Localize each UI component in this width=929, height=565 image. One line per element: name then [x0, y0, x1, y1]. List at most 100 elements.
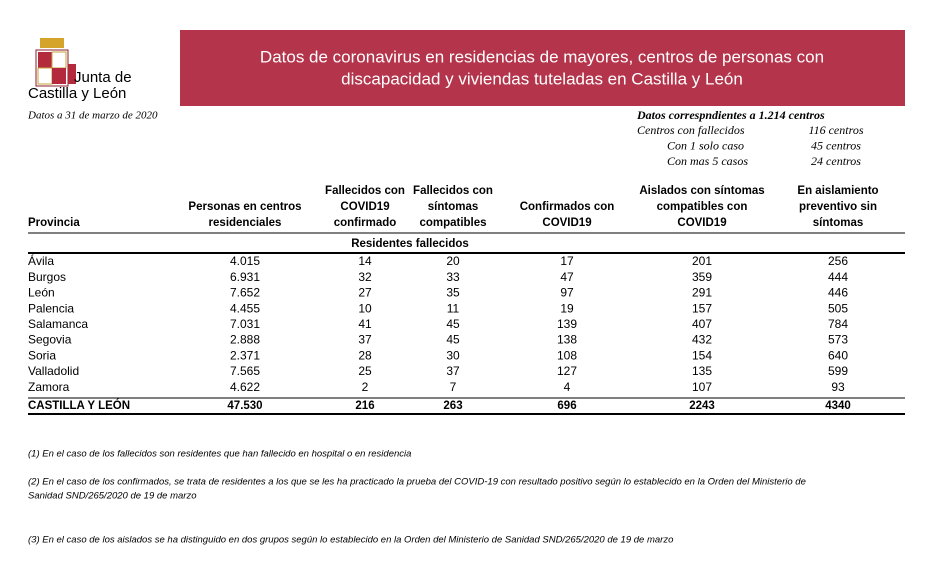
- cell: 93: [831, 380, 845, 394]
- cell: 10: [358, 301, 372, 315]
- cell: 97: [560, 286, 574, 300]
- cell: 7.565: [230, 364, 260, 378]
- column-header: En aislamiento: [797, 185, 878, 197]
- cell: 4.455: [230, 301, 260, 315]
- cell: 599: [828, 364, 848, 378]
- cell: 2.888: [230, 333, 260, 347]
- column-header: Provincia: [28, 217, 80, 229]
- column-header: Fallecidos con: [413, 185, 493, 197]
- total-cell: 2243: [689, 400, 715, 412]
- cell: 407: [692, 317, 712, 331]
- summary-label: Con 1 solo caso: [667, 138, 744, 152]
- cell: 359: [692, 270, 712, 284]
- cell: 108: [557, 348, 577, 362]
- cell: 14: [358, 254, 372, 268]
- summary-label: Centros con fallecidos: [637, 123, 745, 137]
- cell: 7.031: [230, 317, 260, 331]
- cell: 7.652: [230, 286, 260, 300]
- cell: 138: [557, 333, 577, 347]
- column-header: Confirmados con: [520, 201, 615, 213]
- cell: 154: [692, 348, 712, 362]
- cell: 157: [692, 301, 712, 315]
- cell: 28: [358, 348, 372, 362]
- cell: 505: [828, 301, 848, 315]
- cell: 135: [692, 364, 712, 378]
- cell: 4: [564, 380, 571, 394]
- cell: 4.015: [230, 254, 260, 268]
- total-cell: 263: [443, 400, 462, 412]
- column-header: síntomas: [813, 217, 864, 229]
- column-header: Personas en centros: [188, 201, 301, 213]
- total-cell: 216: [355, 400, 374, 412]
- summary-value: 24 centros: [811, 154, 861, 168]
- column-header: COVID19: [677, 217, 726, 229]
- row-label: Segovia: [28, 333, 72, 347]
- cell: 107: [692, 380, 712, 394]
- column-header: compatibles con: [657, 201, 748, 213]
- logo-emblem: [35, 38, 76, 87]
- cell: 2.371: [230, 348, 260, 362]
- cell: 6.931: [230, 270, 260, 284]
- logo-line1: Junta de: [74, 69, 132, 86]
- cell: 17: [560, 254, 574, 268]
- cell: 35: [446, 286, 460, 300]
- cell: 45: [446, 333, 460, 347]
- cell: 291: [692, 286, 712, 300]
- cell: 47: [560, 270, 574, 284]
- row-label: Salamanca: [28, 317, 88, 331]
- cell: 33: [446, 270, 460, 284]
- column-header: COVID19: [542, 217, 591, 229]
- cell: 127: [557, 364, 577, 378]
- cell: 11: [447, 301, 460, 315]
- row-label: Palencia: [28, 301, 74, 315]
- cell: 432: [692, 333, 712, 347]
- cell: 4.622: [230, 380, 260, 394]
- cell: 7: [450, 380, 457, 394]
- total-cell: 47.530: [227, 400, 262, 412]
- row-label: Burgos: [28, 270, 66, 284]
- column-header: confirmado: [334, 217, 397, 229]
- cell: 37: [446, 364, 460, 378]
- cell: 256: [828, 254, 848, 268]
- cell: 32: [358, 270, 372, 284]
- column-header: COVID19: [340, 201, 389, 213]
- cell: 139: [557, 317, 577, 331]
- cell: 446: [828, 286, 848, 300]
- footnote: (3) En el caso de los aislados se ha dis…: [28, 535, 673, 546]
- cell: 573: [828, 333, 848, 347]
- footnote: (2) En el caso de los confirmados, se tr…: [28, 477, 806, 488]
- cell: 20: [446, 254, 460, 268]
- summary-label: Con mas 5 casos: [667, 154, 748, 168]
- row-label: Soria: [28, 348, 56, 362]
- row-label: Zamora: [28, 380, 70, 394]
- cell: 25: [358, 364, 372, 378]
- column-header: residenciales: [209, 217, 282, 229]
- column-header: Aislados con síntomas: [639, 185, 764, 197]
- cell: 201: [692, 254, 712, 268]
- summary-title: Datos correspndientes a 1.214 centros: [636, 108, 825, 122]
- cell: 784: [828, 317, 848, 331]
- title-line: Datos de coronavirus en residencias de m…: [260, 47, 824, 66]
- footnote: (1) En el caso de los fallecidos son res…: [28, 449, 411, 460]
- cell: 444: [828, 270, 848, 284]
- summary-value: 45 centros: [811, 138, 861, 152]
- cell: 30: [446, 348, 460, 362]
- title-banner: [180, 30, 905, 106]
- logo-line2: Castilla y León: [28, 85, 126, 102]
- total-cell: 4340: [825, 400, 851, 412]
- cell: 27: [358, 286, 372, 300]
- column-header: Fallecidos con: [325, 185, 405, 197]
- column-header: síntomas: [428, 201, 479, 213]
- cell: 41: [358, 317, 372, 331]
- cell: 2: [362, 380, 369, 394]
- row-label: León: [28, 286, 55, 300]
- column-header: compatibles: [419, 217, 486, 229]
- title-line: discapacidad y viviendas tuteladas en Ca…: [341, 69, 743, 88]
- row-label: Ávila: [28, 253, 54, 268]
- summary-value: 116 centros: [809, 123, 864, 137]
- column-header: preventivo sin: [799, 201, 877, 213]
- footnote: Sanidad SND/265/2020 de 19 de marzo: [28, 491, 196, 502]
- date: Datos a 31 de marzo de 2020: [27, 110, 158, 122]
- row-label: Valladolid: [28, 364, 79, 378]
